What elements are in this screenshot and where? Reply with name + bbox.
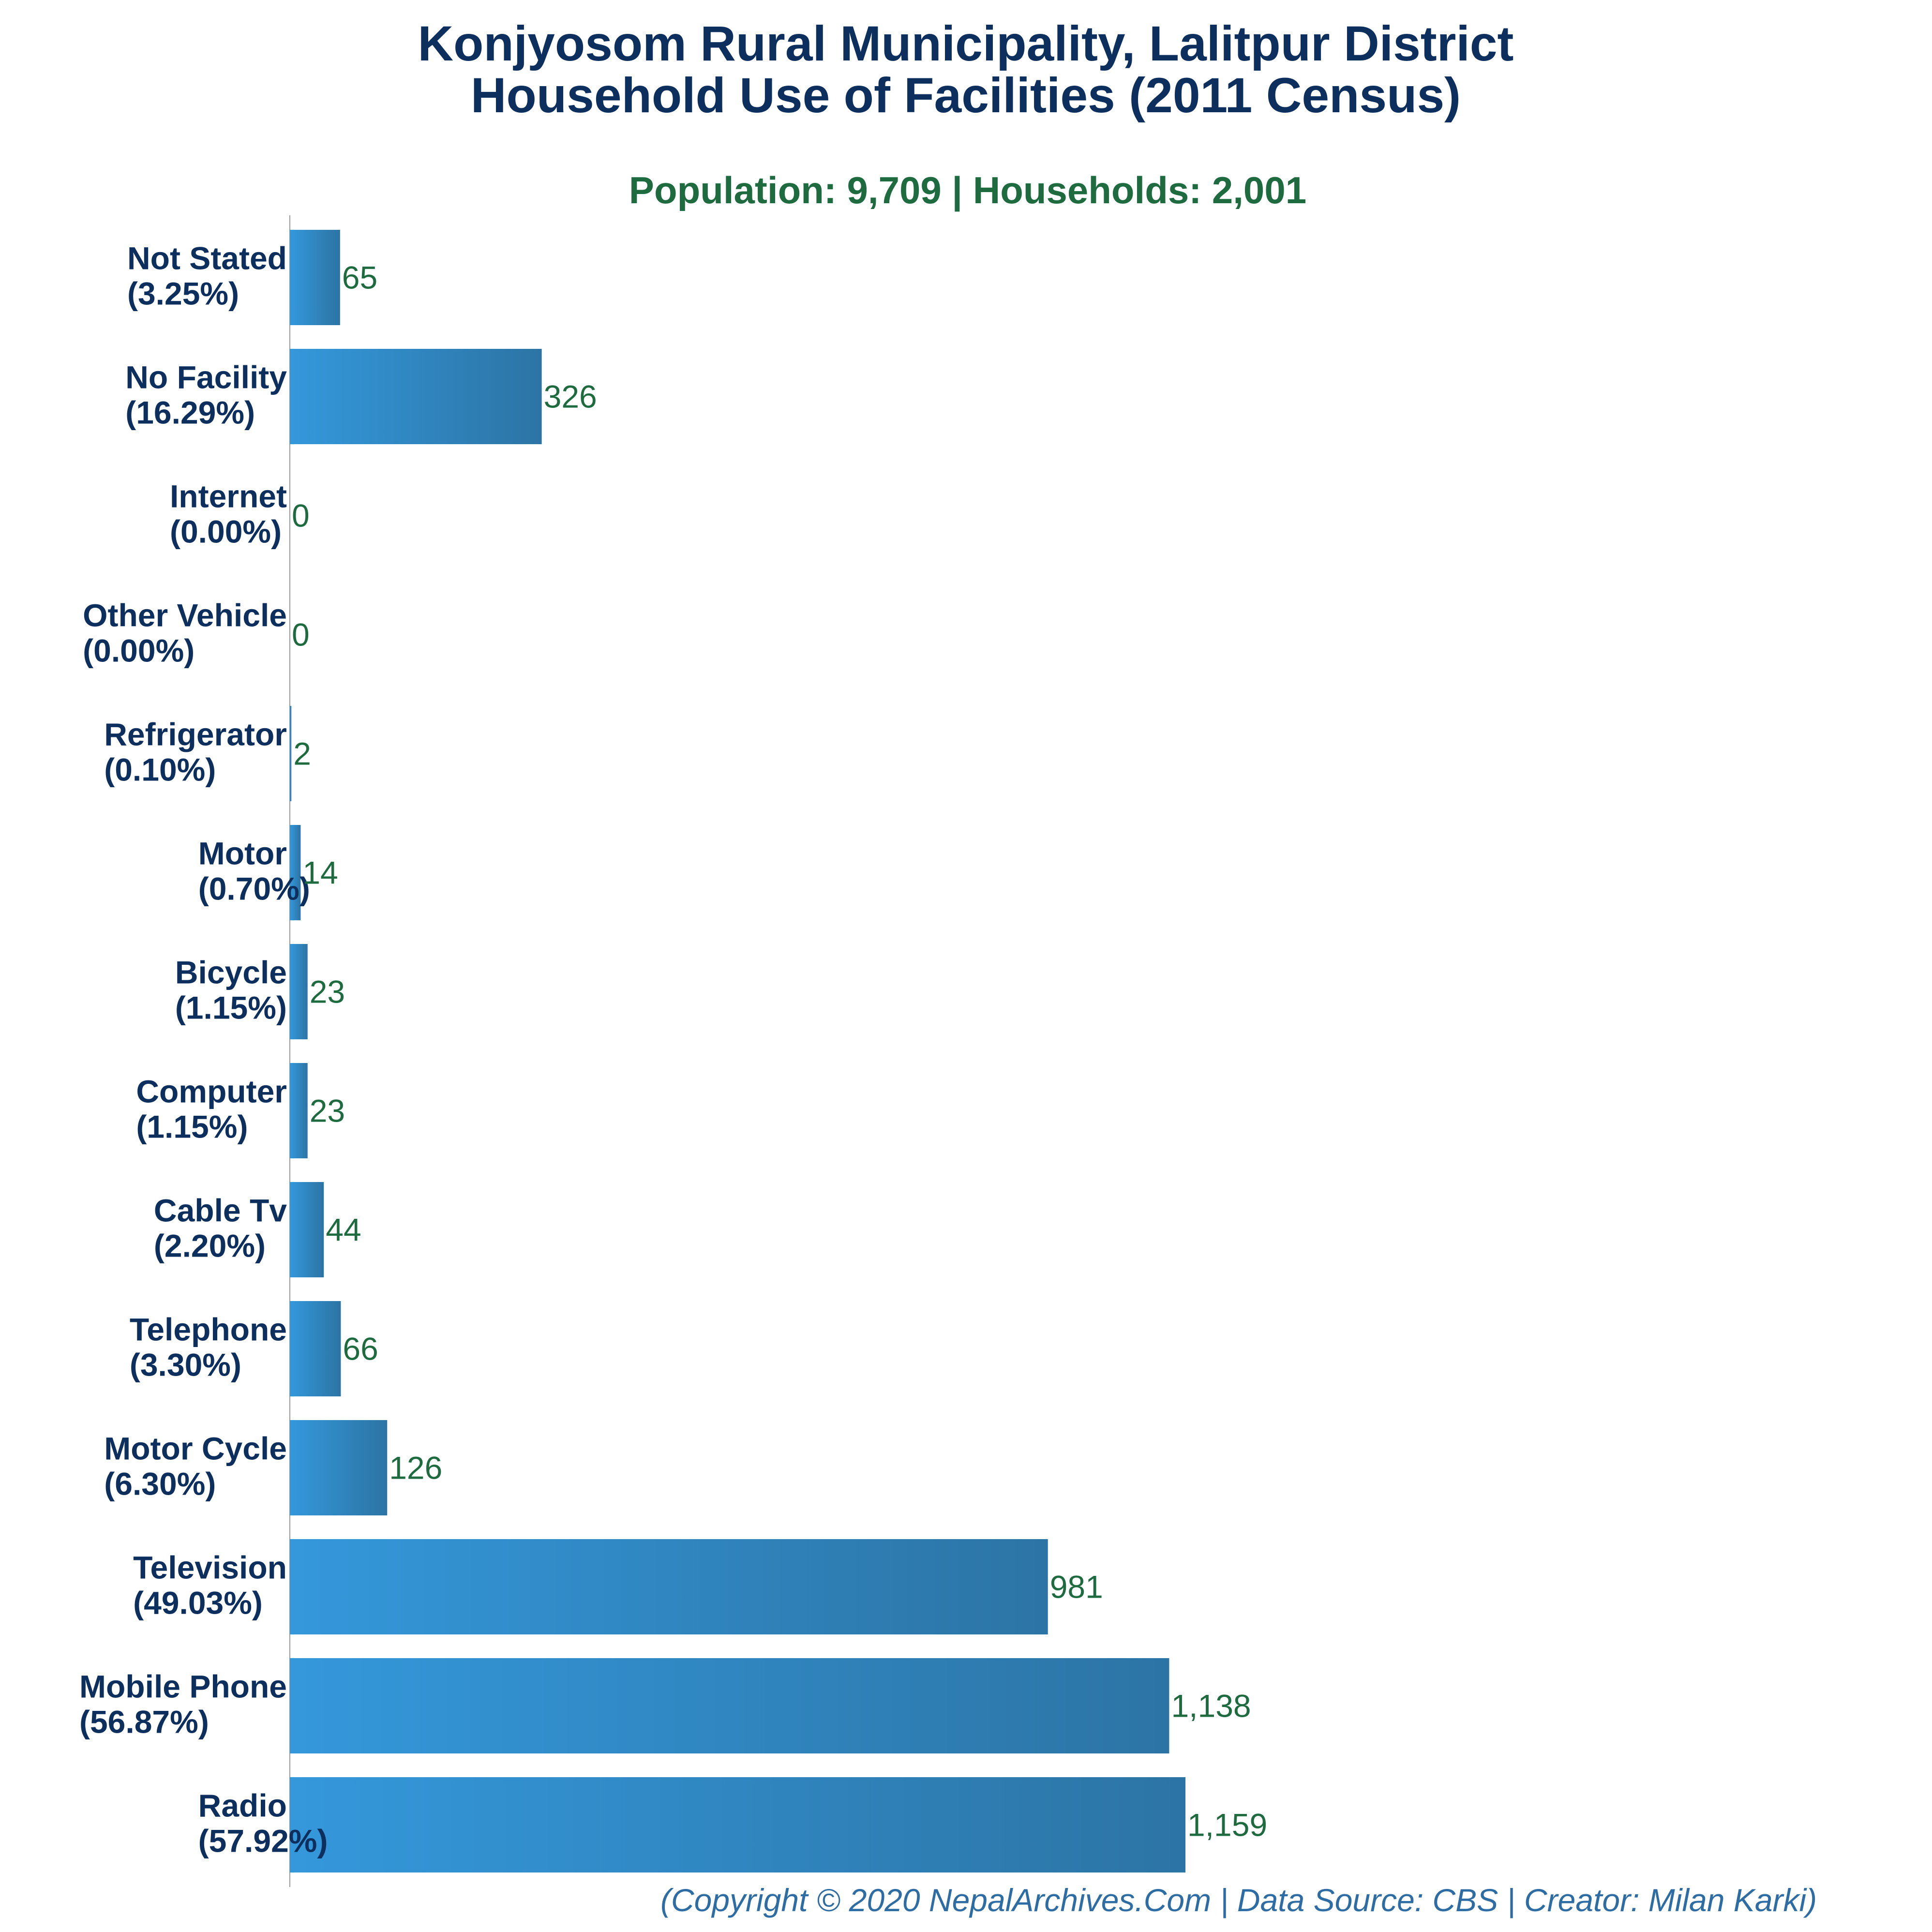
value-label-cable-tv: 44 [326,1212,361,1248]
bar-radio [290,1777,1185,1872]
category-label-motor: Motor [198,836,287,871]
bar-not-stated [290,230,340,325]
category-label-not-stated: Not Stated [127,240,287,276]
value-label-no-facility: 326 [544,379,597,415]
percent-label-no-facility: (16.29%) [125,395,255,431]
value-label-internet: 0 [292,498,310,534]
value-label-refrigerator: 2 [293,736,311,772]
bar-refrigerator [290,706,292,801]
percent-label-television: (49.03%) [133,1585,263,1621]
percent-label-motor: (0.70%) [198,871,310,907]
bar-telephone [290,1301,341,1396]
chart-title-line-1: Konjyosom Rural Municipality, Lalitpur D… [418,16,1513,71]
bar-no-facility [290,349,542,444]
value-label-bicycle: 23 [310,974,345,1010]
value-label-mobile-phone: 1,138 [1171,1688,1251,1724]
category-label-bicycle: Bicycle [175,955,287,990]
category-label-refrigerator: Refrigerator [104,717,287,752]
bars-group [290,230,1185,1872]
value-labels-group: 65 326 0 0 2 14 23 23 44 66 126 981 1,138 1,159 [292,260,1267,1843]
value-label-motor-cycle: 126 [389,1450,442,1486]
percent-label-bicycle: (1.15%) [175,990,287,1026]
percent-label-radio: (57.92%) [198,1823,328,1859]
bar-television [290,1539,1048,1634]
category-labels-group: Not Stated(3.25%) No Facility(16.29%) Inte… [79,240,328,1859]
footer-credit: (Copyright © 2020 NepalArchives.Com | Da… [660,1882,1817,1919]
chart-subtitle: Population: 9,709 | Households: 2,001 [629,169,1306,211]
bar-mobile-phone [290,1658,1169,1753]
value-label-telephone: 66 [343,1331,378,1367]
bar-cable-tv [290,1182,324,1277]
bar-motor [290,825,301,920]
bar-computer [290,1063,308,1158]
bar-motor-cycle [290,1420,388,1515]
percent-label-refrigerator: (0.10%) [104,752,216,788]
value-label-motor: 14 [302,855,338,891]
category-label-cable-tv: Cable Tv [154,1193,287,1228]
category-label-no-facility: No Facility [125,359,287,395]
value-label-computer: 23 [310,1093,345,1129]
category-label-telephone: Telephone [130,1312,287,1348]
category-label-computer: Computer [136,1074,287,1109]
value-label-radio: 1,159 [1187,1807,1267,1843]
percent-label-internet: (0.00%) [170,514,282,550]
category-label-other-vehicle: Other Vehicle [83,598,287,633]
percent-label-not-stated: (3.25%) [127,276,239,312]
category-label-internet: Internet [170,479,287,514]
value-label-other-vehicle: 0 [292,617,310,653]
percent-label-telephone: (3.30%) [130,1347,241,1383]
percent-label-computer: (1.15%) [136,1109,248,1145]
category-label-radio: Radio [198,1788,287,1824]
percent-label-motor-cycle: (6.30%) [104,1466,216,1502]
percent-label-other-vehicle: (0.00%) [83,633,195,669]
bar-bicycle [290,944,308,1039]
value-label-television: 981 [1050,1569,1103,1605]
chart-title-line-2: Household Use of Facilities (2011 Census… [471,68,1461,123]
category-label-television: Television [133,1550,287,1586]
percent-label-cable-tv: (2.20%) [154,1228,266,1264]
percent-label-mobile-phone: (56.87%) [79,1704,209,1740]
category-label-motor-cycle: Motor Cycle [104,1431,287,1467]
value-label-not-stated: 65 [342,260,377,296]
category-label-mobile-phone: Mobile Phone [79,1669,287,1705]
